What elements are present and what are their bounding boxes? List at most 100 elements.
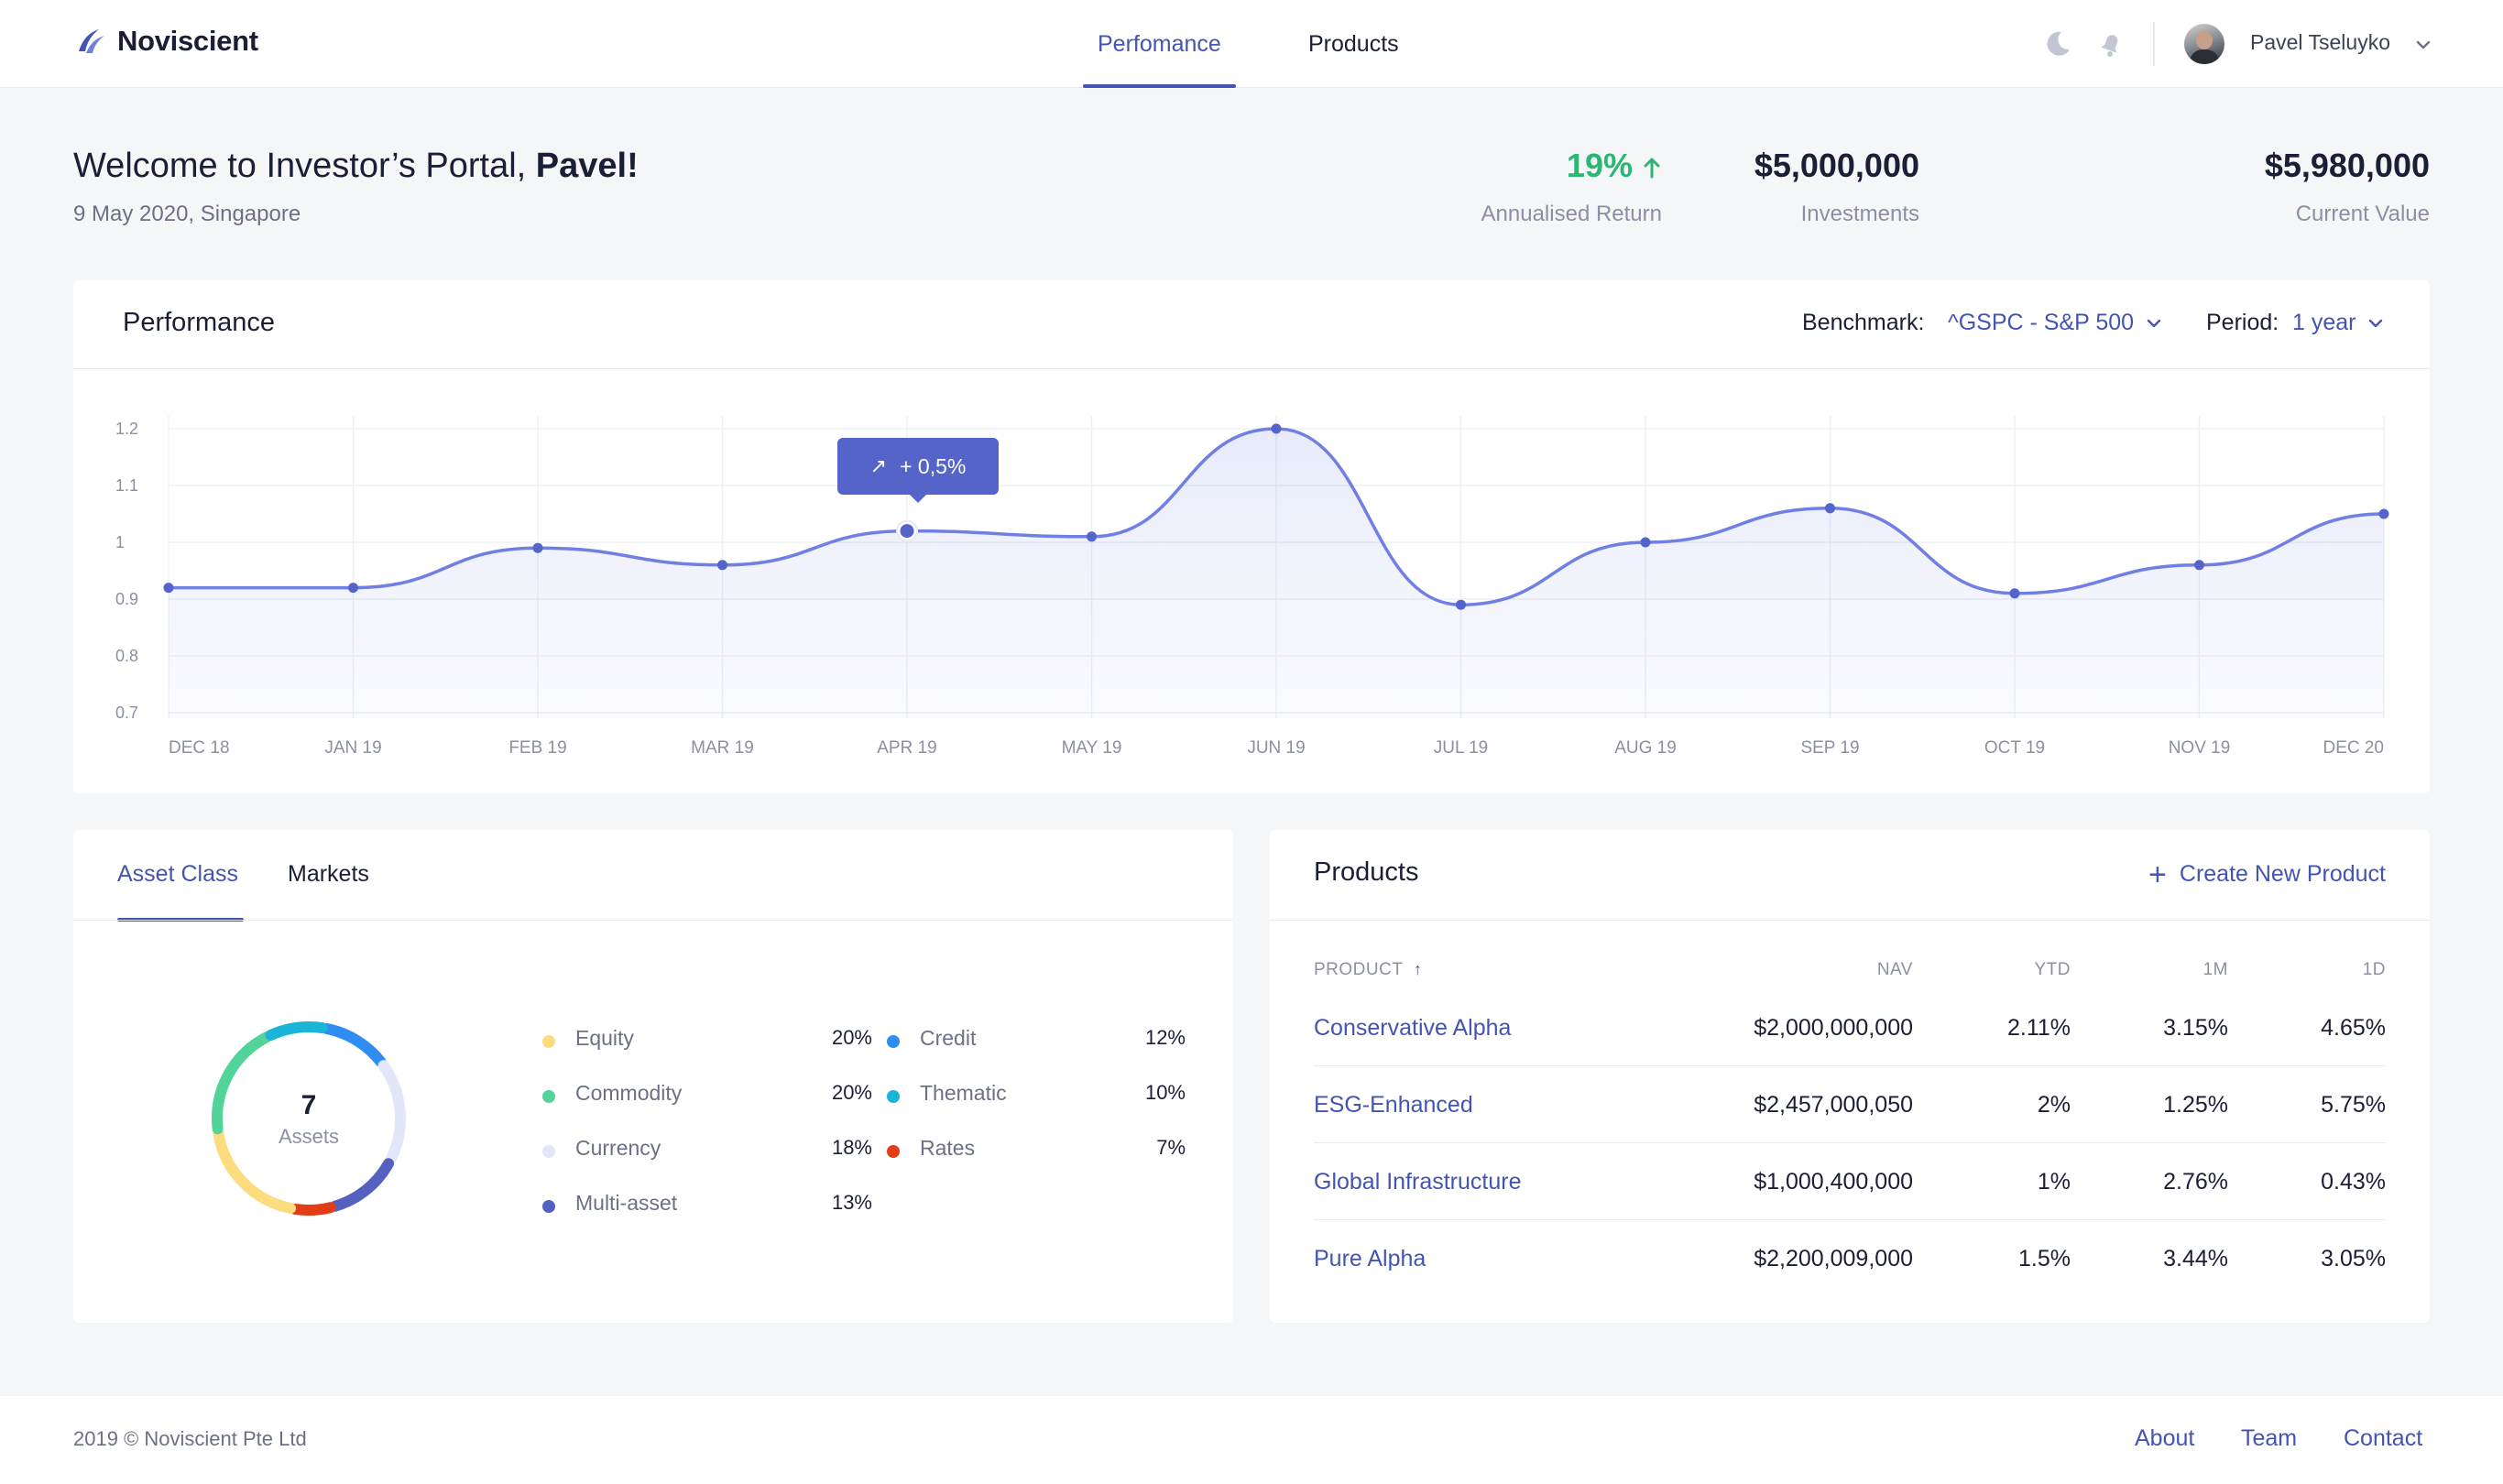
data-point	[1456, 599, 1466, 610]
data-point	[1271, 423, 1282, 434]
chevron-down-icon[interactable]	[2144, 313, 2164, 333]
tooltip-value: + 0,5%	[900, 453, 967, 478]
y-tick-label: 1.1	[115, 476, 138, 495]
user-name[interactable]: Pavel Tseluyko	[2250, 30, 2390, 54]
x-tick-label: JUL 19	[1434, 738, 1489, 758]
legend-name: Multi-asset	[575, 1191, 678, 1215]
legend-dot-icon	[542, 1200, 555, 1213]
cell-1d: 4.65%	[2321, 1015, 2386, 1041]
stat-value: $5,980,000	[2264, 147, 2430, 184]
page-subtitle: 9 May 2020, Singapore	[73, 202, 301, 226]
copyright: 2019 © Noviscient Pte Ltd	[73, 1427, 307, 1450]
legend-percent: 20%	[831, 1026, 872, 1049]
donut-segment-credit	[321, 1023, 387, 1068]
column-header-ytd[interactable]: YTD	[2034, 960, 2071, 979]
plus-icon: +	[2148, 857, 2167, 892]
column-header-1d[interactable]: 1D	[2362, 960, 2386, 979]
table-row[interactable]: Conservative Alpha $2,000,000,000 2.11% …	[1314, 989, 2386, 1066]
cell-1m: 3.44%	[2163, 1246, 2228, 1271]
avatar[interactable]	[2184, 24, 2224, 64]
x-tick-label: MAR 19	[691, 738, 754, 758]
table-row[interactable]: Pure Alpha $2,200,009,000 1.5% 3.44% 3.0…	[1314, 1220, 2386, 1297]
product-name-link[interactable]: Pure Alpha	[1314, 1246, 1426, 1271]
product-name-link[interactable]: Conservative Alpha	[1314, 1015, 1512, 1041]
legend-dot-icon	[542, 1090, 555, 1103]
product-name-link[interactable]: ESG-Enhanced	[1314, 1092, 1473, 1118]
brand-logo[interactable]: Noviscient	[73, 24, 258, 59]
performance-card: Performance Benchmark: ^GSPC - S&P 500 P…	[73, 280, 2430, 793]
create-product-button[interactable]: + Create New Product	[2148, 857, 2386, 892]
legend-name: Credit	[920, 1026, 977, 1050]
column-header-label: PRODUCT	[1314, 960, 1404, 979]
data-point	[2009, 588, 2020, 599]
legend-dot-icon	[542, 1035, 555, 1048]
legend-dot-icon	[887, 1035, 900, 1048]
column-header-1m[interactable]: 1M	[2202, 960, 2228, 979]
y-tick-label: 1	[115, 533, 125, 551]
legend-name: Equity	[575, 1026, 634, 1050]
data-point	[2194, 560, 2204, 571]
top-bar: Noviscient Perfomance Products Pavel Tse…	[0, 0, 2503, 88]
legend-dot-icon	[542, 1145, 555, 1158]
tab-asset-class[interactable]: Asset Class	[117, 861, 238, 887]
data-point	[1087, 531, 1097, 542]
footer-link-team[interactable]: Team	[2241, 1425, 2298, 1451]
moon-icon[interactable]	[2041, 27, 2074, 60]
legend-item: Rates 7%	[887, 1136, 1186, 1163]
legend-dot-icon	[887, 1145, 900, 1158]
data-point	[348, 583, 358, 594]
donut-total-label: Assets	[278, 1125, 340, 1148]
benchmark-select[interactable]: ^GSPC - S&P 500	[1948, 310, 2135, 335]
product-name-link[interactable]: Global Infrastructure	[1314, 1169, 1522, 1195]
table-row[interactable]: Global Infrastructure $1,000,400,000 1% …	[1314, 1143, 2386, 1220]
bell-icon[interactable]	[2094, 27, 2127, 60]
footer-link-contact[interactable]: Contact	[2344, 1425, 2423, 1451]
footer-link-about[interactable]: About	[2135, 1425, 2195, 1451]
cell-1d: 5.75%	[2321, 1092, 2386, 1118]
column-header-product[interactable]: PRODUCT ↑	[1314, 960, 1422, 980]
arrow-up-icon	[1644, 158, 1660, 179]
x-tick-label: DEC 20	[2323, 738, 2384, 758]
y-tick-label: 0.9	[115, 590, 138, 608]
y-tick-label: 1.2	[115, 420, 138, 438]
logo-icon	[79, 29, 104, 53]
x-tick-label: AUG 19	[1614, 738, 1677, 758]
nav-tab-products[interactable]: Products	[1308, 31, 1399, 57]
legend-name: Commodity	[575, 1081, 683, 1105]
sort-up-icon: ↑	[1413, 960, 1423, 978]
legend-percent: 7%	[1156, 1136, 1186, 1159]
donut-segment-rates	[290, 1202, 336, 1216]
legend-item: Commodity 20%	[542, 1081, 872, 1108]
chart-area	[169, 429, 2384, 718]
stat-annualised-return: 19% Annualised Return	[1481, 147, 1662, 227]
stat-value: 19%	[1481, 147, 1662, 185]
nav-tab-performance[interactable]: Perfomance	[1083, 0, 1236, 88]
tab-markets[interactable]: Markets	[288, 861, 369, 887]
page-title: Welcome to Investor’s Portal, Pavel!	[73, 147, 639, 186]
data-point	[1825, 503, 1835, 514]
card-divider	[73, 368, 2430, 369]
chevron-down-icon[interactable]	[2366, 313, 2386, 333]
x-tick-label: MAY 19	[1062, 738, 1122, 758]
benchmark-label: Benchmark:	[1802, 310, 1925, 335]
chevron-down-icon[interactable]	[2413, 35, 2433, 55]
data-point	[532, 542, 543, 553]
legend-dot-icon	[887, 1090, 900, 1103]
donut-total: 7	[301, 1090, 317, 1120]
x-tick-label: JAN 19	[324, 738, 381, 758]
data-point	[2378, 508, 2389, 519]
legend-name: Currency	[575, 1136, 661, 1160]
period-select[interactable]: 1 year	[2292, 310, 2356, 335]
legend-percent: 12%	[1144, 1026, 1186, 1049]
table-row[interactable]: ESG-Enhanced $2,457,000,050 2% 1.25% 5.7…	[1314, 1066, 2386, 1143]
footer: 2019 © Noviscient Pte Ltd About Team Con…	[0, 1396, 2503, 1484]
column-header-nav[interactable]: NAV	[1876, 960, 1913, 979]
title-prefix: Welcome to Investor’s Portal,	[73, 147, 536, 185]
donut-segment-multi-asset	[329, 1158, 395, 1212]
data-point	[1640, 537, 1651, 548]
donut-segment-commodity	[212, 1031, 272, 1135]
cell-1m: 1.25%	[2163, 1092, 2228, 1118]
cell-1m: 3.15%	[2163, 1015, 2228, 1041]
donut-segment-currency	[377, 1060, 406, 1165]
products-card: Products + Create New Product PRODUCT ↑ …	[1270, 830, 2430, 1323]
